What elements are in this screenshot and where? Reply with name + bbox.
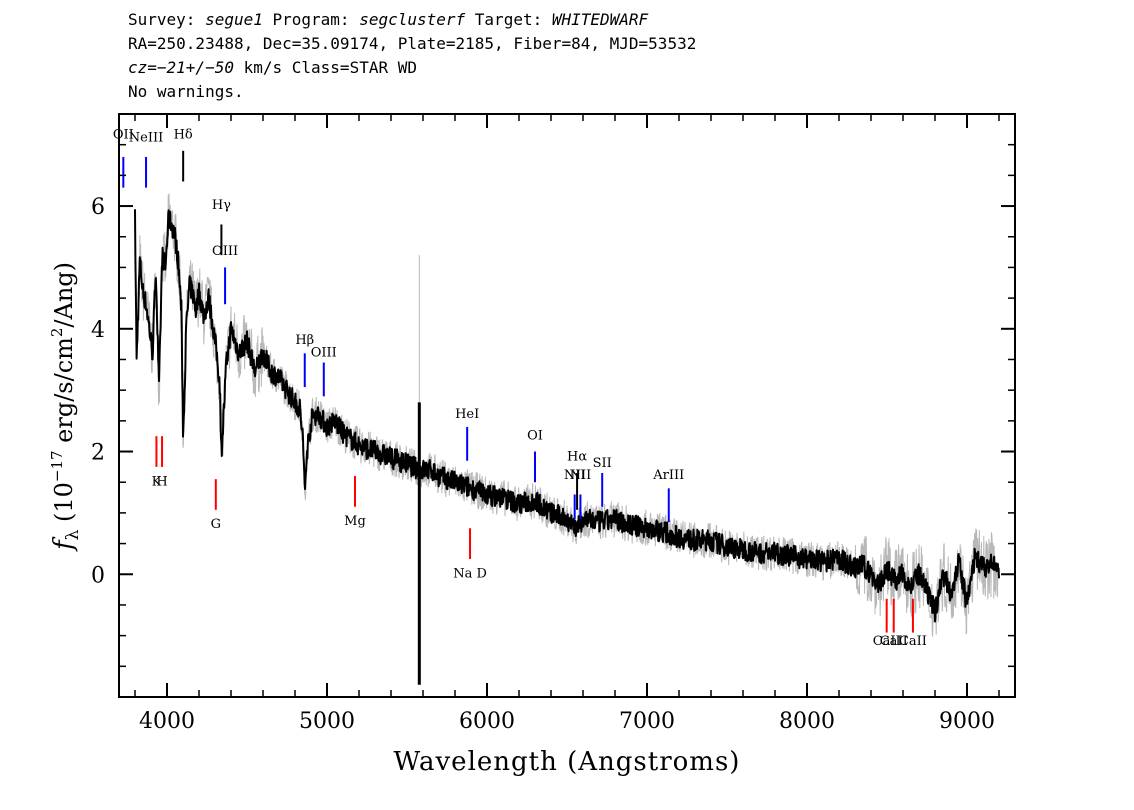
y-label-mid: erg/s/cm [50,337,78,451]
header-line-coordinates: RA=250.23488, Dec=35.09174, Plate=2185, … [128,34,697,53]
x-tick-label: 5000 [299,709,355,734]
program-label: Program: [262,10,360,29]
x-tick-label: 9000 [939,709,995,734]
line-marker-label: NII [564,468,586,483]
line-marker-label: Na D [453,566,487,581]
line-marker-label: CaII [880,634,908,649]
line-marker-label: OI [527,428,543,443]
header-line-redshift: cz=−21+/−50 km/s Class=STAR WD [128,56,696,80]
x-tick-label: 8000 [779,709,835,734]
y-label-exp: −17 [48,450,66,482]
redshift-value: cz=−21+/−50 [128,58,234,77]
header-line-survey: Survey: segue1 Program: segclusterf Targ… [128,8,696,32]
target-label: Target: [465,10,552,29]
spectrum-header: Survey: segue1 Program: segclusterf Targ… [128,8,696,104]
line-marker-label: HeI [455,407,479,422]
survey-value: segue1 [205,10,263,29]
line-marker-label: OIII [311,345,337,360]
line-marker-label: SII [593,456,612,471]
header-line-warnings: No warnings. [128,82,244,101]
line-marker-label: NII [570,468,592,483]
line-marker-label: Hβ [295,333,314,348]
y-label-pre: (10 [50,482,78,530]
line-marker-label: Hα [567,450,587,465]
line-marker-label: ArIII [652,468,684,483]
line-marker-label: K [152,474,162,489]
y-label-sub: λ [63,529,83,540]
series-layer [134,209,1000,685]
line-marker-label: NeIII [129,131,163,146]
survey-label: Survey: [128,10,206,29]
target-value: WHITEDWARF [551,10,649,29]
line-marker-label: H [156,474,167,489]
program-value: segclusterf [359,10,466,29]
line-marker-label: OIII [212,244,238,259]
y-label-post: /Ang) [50,262,78,328]
y-tick-label: 6 [91,195,105,220]
line-marker-label: Hγ [212,198,231,213]
y-tick-label: 2 [91,441,105,466]
x-tick-label: 4000 [139,709,195,734]
redshift-class: km/s Class=STAR WD [233,58,417,77]
x-tick-label: 6000 [459,709,515,734]
line-marker-label: Mg [344,514,366,529]
plot-frame [118,113,1016,698]
line-marker-label: CaII [873,634,901,649]
x-tick-label: 7000 [619,709,675,734]
y-tick-label: 0 [91,563,105,588]
y-tick-label: 4 [91,318,105,343]
y-axis-label: fλ (10−17 erg/s/cm2/Ang) [48,262,83,552]
line-marker-label: Hδ [174,128,193,143]
line-marker-label: G [211,517,221,532]
x-axis-label: Wavelength (Angstroms) [394,747,741,777]
line-marker-label: CaII [899,634,927,649]
axis-ticks: 4000 5000 6000 7000 8000 9000 0 2 4 6 [91,114,1015,734]
smoothed-flux-line [134,209,1000,623]
y-label-exp2: 2 [48,328,66,338]
